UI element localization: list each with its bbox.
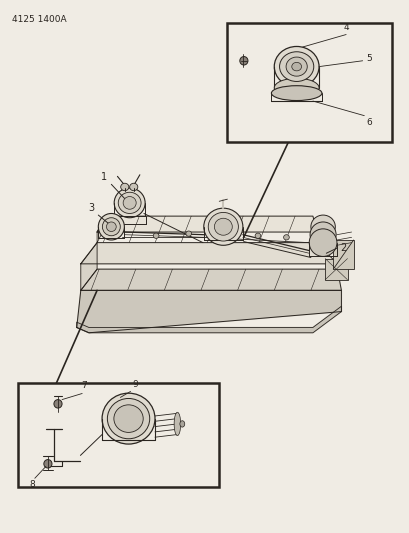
Text: 1: 1: [101, 172, 107, 182]
Ellipse shape: [129, 183, 137, 191]
Ellipse shape: [291, 62, 301, 71]
Polygon shape: [81, 269, 341, 290]
Ellipse shape: [114, 188, 145, 217]
Ellipse shape: [308, 229, 336, 256]
Polygon shape: [81, 243, 337, 264]
Polygon shape: [97, 216, 316, 232]
Ellipse shape: [214, 218, 232, 235]
Text: 6: 6: [365, 118, 371, 127]
Ellipse shape: [102, 393, 155, 444]
Ellipse shape: [283, 235, 289, 240]
Ellipse shape: [309, 222, 335, 247]
Ellipse shape: [102, 217, 120, 236]
Ellipse shape: [254, 233, 260, 238]
Text: 8: 8: [29, 480, 35, 489]
Ellipse shape: [106, 222, 116, 231]
Ellipse shape: [120, 183, 128, 191]
Ellipse shape: [274, 46, 318, 87]
Ellipse shape: [44, 459, 52, 468]
Ellipse shape: [180, 421, 184, 427]
Text: 4125 1400A: 4125 1400A: [11, 14, 66, 23]
Ellipse shape: [98, 214, 124, 240]
Polygon shape: [76, 290, 341, 333]
Bar: [333, 240, 353, 269]
Ellipse shape: [114, 405, 143, 432]
Polygon shape: [81, 243, 97, 290]
Ellipse shape: [310, 215, 335, 238]
Ellipse shape: [153, 233, 159, 238]
Ellipse shape: [185, 231, 191, 236]
Ellipse shape: [279, 52, 313, 82]
Text: 5: 5: [365, 54, 371, 63]
Text: 3: 3: [88, 204, 94, 214]
Ellipse shape: [174, 412, 180, 435]
Text: 4: 4: [342, 23, 348, 32]
Ellipse shape: [208, 213, 238, 241]
Ellipse shape: [271, 86, 321, 101]
Ellipse shape: [203, 208, 242, 245]
Bar: [324, 259, 347, 280]
Ellipse shape: [285, 57, 306, 76]
Ellipse shape: [123, 197, 136, 209]
Text: 9: 9: [132, 381, 138, 389]
Ellipse shape: [54, 400, 62, 408]
Text: 7: 7: [81, 382, 87, 390]
Ellipse shape: [118, 192, 141, 214]
Polygon shape: [76, 306, 341, 333]
Polygon shape: [97, 216, 105, 243]
Bar: [227, 22, 391, 142]
Ellipse shape: [107, 399, 149, 439]
Ellipse shape: [274, 78, 318, 98]
Text: 2: 2: [339, 243, 346, 253]
Bar: [18, 383, 219, 487]
Ellipse shape: [239, 56, 247, 65]
